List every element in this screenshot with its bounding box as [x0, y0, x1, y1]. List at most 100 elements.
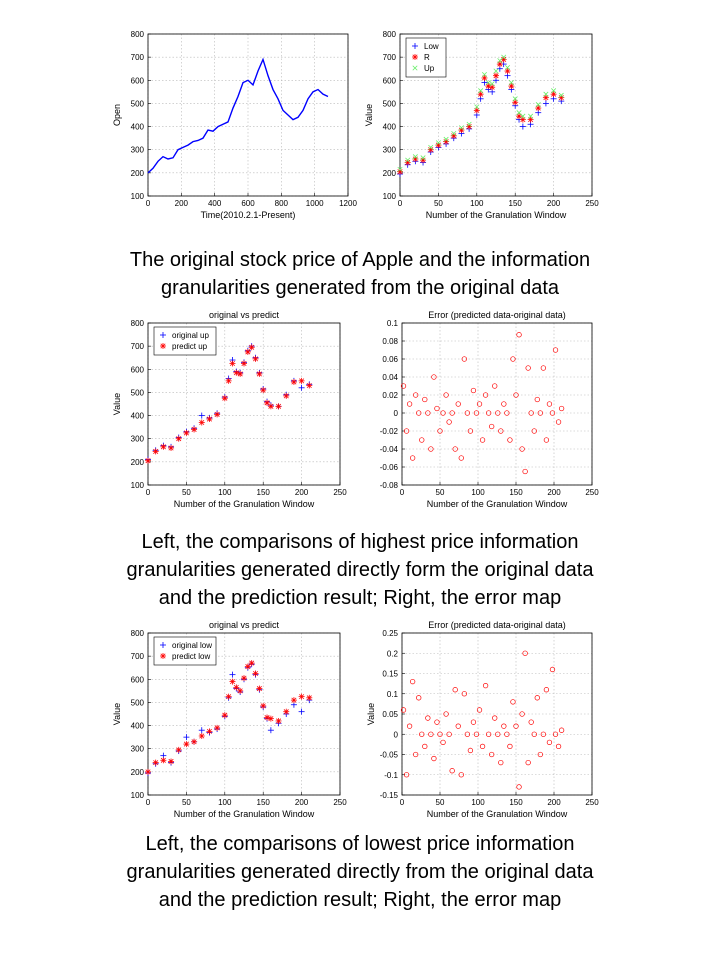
data-point: [549, 410, 556, 416]
y-axis-label: Value: [364, 104, 374, 126]
data-point: [152, 448, 159, 455]
data-point: [409, 455, 416, 461]
y-tick-label: 0: [394, 730, 399, 739]
x-tick-label: 250: [585, 488, 599, 497]
data-point: [504, 731, 510, 737]
series-predict-up: [145, 344, 313, 464]
series-original-up: [145, 343, 313, 463]
data-point: [298, 384, 305, 391]
y-tick-label: 100: [131, 791, 145, 800]
legend-marker: [160, 332, 166, 338]
data-point: [519, 446, 525, 452]
data-point: [400, 383, 407, 389]
x-tick-label: 400: [208, 199, 222, 208]
data-point: [428, 446, 434, 452]
data-point: [527, 116, 534, 123]
data-point: [540, 731, 547, 737]
caption-2-line-1: Left, the comparisons of highest price i…: [141, 531, 579, 553]
data-point: [412, 154, 418, 160]
data-point: [461, 691, 467, 697]
caption-2-line-2: granularities generated directly form th…: [126, 559, 594, 581]
series-0: [147, 57, 329, 174]
data-point: [510, 699, 516, 705]
data-point: [455, 723, 461, 729]
x-tick-label: 0: [400, 798, 405, 807]
data-point: [504, 68, 511, 75]
data-point: [474, 104, 480, 110]
data-point: [437, 428, 443, 434]
data-point: [425, 715, 431, 721]
caption-1-line-1: The original stock price of Apple and th…: [129, 249, 591, 271]
data-point: [298, 693, 305, 700]
y-axis-label: Value: [112, 393, 122, 415]
legend-box: [153, 326, 217, 356]
data-point: [256, 685, 263, 692]
data-point: [290, 379, 297, 386]
data-point: [400, 707, 407, 713]
x-tick-label: 100: [470, 199, 484, 208]
data-point: [191, 738, 198, 745]
data-point: [422, 396, 428, 403]
data-point: [403, 428, 410, 434]
x-axis-label: Number of the Granulation Window: [427, 499, 568, 509]
data-point: [420, 155, 426, 161]
data-point: [183, 741, 190, 748]
data-point: [535, 102, 541, 108]
y-tick-label: 800: [131, 629, 145, 638]
plot-frame: [147, 632, 341, 796]
legend-label: original up: [172, 331, 209, 340]
data-point: [478, 88, 484, 94]
legend-label: predict up: [172, 342, 208, 351]
data-point: [275, 717, 282, 724]
data-point: [519, 123, 526, 130]
data-point: [543, 91, 549, 97]
data-point: [452, 446, 458, 452]
series-line: [147, 57, 329, 174]
data-point: [260, 702, 267, 709]
legend-marker: [160, 653, 166, 659]
y-tick-label: 0.1: [387, 319, 399, 328]
data-point: [443, 711, 449, 717]
y-tick-label: -0.04: [380, 445, 399, 454]
x-tick-label: 100: [471, 798, 485, 807]
data-point: [555, 419, 562, 425]
high-price-original-vs-predict-chart: 0 50 100 150 200 250 100 200 300 400 500 600 700 800 o…: [112, 310, 347, 509]
data-point: [403, 772, 410, 778]
data-point: [467, 428, 474, 434]
data-point: [267, 403, 274, 410]
data-point: [525, 759, 531, 766]
data-point: [522, 650, 528, 656]
x-tick-label: 100: [218, 798, 232, 807]
data-point: [434, 405, 440, 412]
data-point: [237, 687, 244, 694]
data-point: [534, 396, 540, 403]
data-point: [501, 401, 507, 407]
data-point: [501, 54, 507, 60]
x-tick-label: 0: [146, 199, 151, 208]
x-tick-label: 50: [434, 199, 443, 208]
data-point: [264, 714, 271, 721]
data-point: [558, 727, 565, 733]
y-tick-label: 600: [131, 675, 145, 684]
data-point: [520, 113, 526, 119]
data-point: [229, 671, 236, 678]
data-point: [455, 401, 461, 407]
data-point: [508, 83, 515, 90]
x-tick-label: 50: [182, 798, 191, 807]
y-tick-label: 500: [131, 698, 145, 707]
y-tick-label: 0.25: [382, 629, 398, 638]
data-point: [422, 743, 428, 750]
data-point: [198, 732, 205, 739]
data-point: [160, 443, 167, 450]
series-up: [397, 54, 564, 172]
data-point: [451, 130, 457, 137]
caption-1: The original stock price of Apple and th…: [60, 246, 660, 302]
data-point: [267, 715, 274, 722]
x-tick-label: 150: [257, 488, 271, 497]
data-point: [206, 728, 213, 735]
y-axis-label: Open: [112, 104, 122, 126]
data-point: [443, 136, 449, 142]
plot-frame: [147, 33, 349, 197]
data-point: [198, 419, 205, 426]
x-tick-label: 250: [585, 798, 599, 807]
